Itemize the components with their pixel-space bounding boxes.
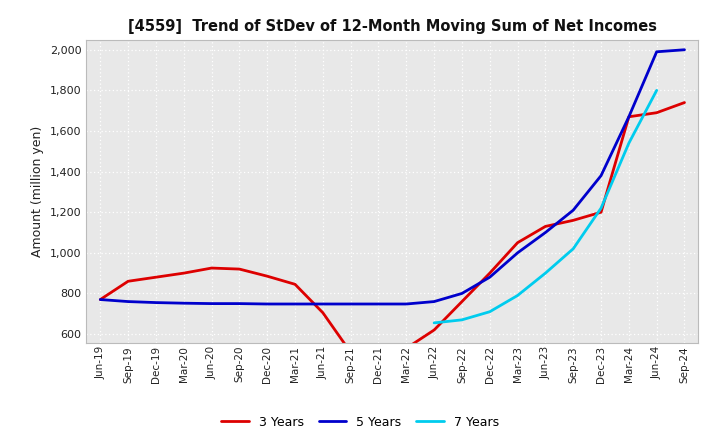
3 Years	[235, 267, 243, 272]
5 Years	[597, 173, 606, 178]
5 Years	[263, 301, 271, 307]
3 Years	[458, 299, 467, 304]
5 Years	[541, 230, 550, 235]
5 Years	[402, 301, 410, 307]
3 Years	[402, 346, 410, 351]
Title: [4559]  Trend of StDev of 12-Month Moving Sum of Net Incomes: [4559] Trend of StDev of 12-Month Moving…	[128, 19, 657, 34]
Legend: 3 Years, 5 Years, 7 Years: 3 Years, 5 Years, 7 Years	[216, 411, 504, 434]
7 Years	[569, 246, 577, 251]
5 Years	[207, 301, 216, 306]
5 Years	[152, 300, 161, 305]
3 Years	[152, 275, 161, 280]
3 Years	[541, 224, 550, 229]
Line: 3 Years: 3 Years	[100, 103, 685, 353]
3 Years	[346, 350, 355, 355]
7 Years	[513, 293, 522, 298]
7 Years	[485, 309, 494, 314]
3 Years	[207, 265, 216, 271]
5 Years	[374, 301, 383, 307]
5 Years	[318, 301, 327, 307]
5 Years	[624, 114, 633, 119]
5 Years	[179, 301, 188, 306]
5 Years	[652, 49, 661, 55]
5 Years	[96, 297, 104, 302]
3 Years	[179, 271, 188, 276]
3 Years	[430, 327, 438, 333]
5 Years	[235, 301, 243, 306]
3 Years	[569, 218, 577, 223]
5 Years	[346, 301, 355, 307]
7 Years	[652, 88, 661, 93]
7 Years	[458, 317, 467, 323]
Line: 5 Years: 5 Years	[100, 50, 685, 304]
5 Years	[680, 47, 689, 52]
7 Years	[597, 205, 606, 211]
Line: 7 Years: 7 Years	[434, 90, 657, 323]
5 Years	[569, 208, 577, 213]
5 Years	[124, 299, 132, 304]
5 Years	[458, 291, 467, 296]
5 Years	[513, 250, 522, 256]
7 Years	[624, 140, 633, 146]
3 Years	[318, 310, 327, 315]
5 Years	[485, 275, 494, 280]
7 Years	[541, 271, 550, 276]
5 Years	[430, 299, 438, 304]
3 Years	[263, 274, 271, 279]
3 Years	[374, 351, 383, 356]
7 Years	[430, 320, 438, 326]
3 Years	[624, 114, 633, 119]
5 Years	[291, 301, 300, 307]
3 Years	[96, 297, 104, 302]
3 Years	[652, 110, 661, 115]
3 Years	[291, 282, 300, 287]
3 Years	[124, 279, 132, 284]
Y-axis label: Amount (million yen): Amount (million yen)	[32, 126, 45, 257]
3 Years	[680, 100, 689, 105]
3 Years	[597, 209, 606, 215]
3 Years	[485, 271, 494, 276]
3 Years	[513, 240, 522, 246]
